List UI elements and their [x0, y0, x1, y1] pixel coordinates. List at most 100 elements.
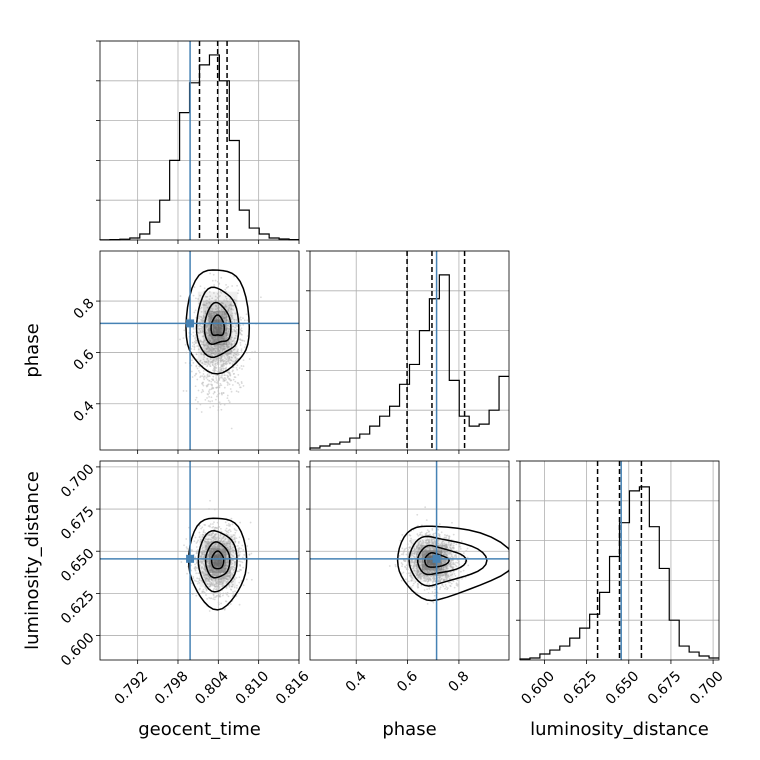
sample-point [190, 370, 193, 373]
sample-point [207, 315, 210, 318]
sample-point [236, 284, 238, 287]
sample-point [242, 584, 245, 587]
sample-point [211, 573, 213, 576]
hist-bin [140, 234, 150, 240]
sample-point [206, 561, 208, 563]
sample-point [209, 571, 212, 574]
hist-bin [429, 299, 439, 450]
sample-point [208, 508, 210, 510]
x-tick-label: 0.6 [394, 668, 421, 695]
sample-point [230, 308, 232, 311]
sample-point [207, 319, 210, 322]
sample-point [208, 372, 211, 375]
sample-point [237, 382, 240, 385]
sample-point [211, 336, 214, 339]
sample-point [219, 290, 222, 293]
sample-point [196, 582, 199, 585]
sample-point [229, 298, 231, 301]
sample-point [462, 552, 465, 555]
sample-point [233, 342, 236, 345]
sample-point [447, 535, 450, 537]
sample-point [404, 559, 407, 562]
sample-point [222, 362, 225, 365]
sample-point [447, 567, 449, 570]
sample-point [452, 570, 455, 573]
sample-point [224, 295, 227, 298]
sample-point [409, 572, 412, 575]
sample-point [207, 383, 210, 386]
sample-point [426, 561, 429, 564]
sample-point [185, 538, 188, 540]
sample-point [222, 378, 225, 381]
sample-point [228, 401, 231, 404]
sample-point [425, 567, 428, 570]
sample-point [237, 391, 240, 393]
sample-point [219, 359, 222, 362]
sample-point [428, 583, 431, 586]
sample-point [223, 299, 226, 302]
sample-point [219, 368, 222, 371]
sample-point [195, 550, 198, 553]
sample-point [439, 543, 442, 546]
sample-point [218, 320, 220, 323]
sample-point [218, 367, 221, 369]
sample-point [202, 358, 205, 361]
sample-point [234, 380, 237, 383]
sample-point [197, 369, 200, 372]
sample-point [236, 552, 239, 555]
hist-bin [160, 200, 170, 240]
sample-point [215, 352, 218, 355]
sample-point [206, 336, 209, 339]
sample-point [421, 546, 423, 549]
sample-point [235, 358, 238, 360]
sample-point [206, 556, 209, 558]
contour-line [185, 269, 251, 375]
sample-point [219, 577, 221, 580]
hist-phase-background [310, 251, 509, 450]
sample-point [437, 566, 440, 569]
sample-point [238, 367, 241, 369]
sample-point [209, 295, 212, 298]
sample-point [204, 579, 207, 582]
sample-point [207, 360, 210, 363]
sample-point [210, 378, 213, 381]
sample-point [195, 559, 198, 562]
sample-point [224, 288, 227, 291]
sample-point [212, 525, 215, 528]
sample-point [240, 329, 243, 332]
sample-point [231, 330, 234, 333]
sample-point [198, 577, 200, 580]
sample-point [210, 551, 213, 554]
sample-point [225, 587, 228, 590]
scatter-geocent_time-phase-frame [99, 250, 300, 451]
sample-point [405, 547, 408, 550]
sample-point [218, 562, 221, 565]
sample-point [233, 537, 236, 539]
sample-point [218, 587, 221, 590]
sample-point [400, 553, 403, 556]
sample-point [235, 324, 238, 327]
sample-point [194, 569, 197, 572]
sample-point [202, 560, 204, 563]
sample-point [456, 561, 459, 564]
sample-point [431, 571, 433, 574]
sample-point [232, 565, 235, 568]
sample-point [444, 543, 447, 546]
y-tick-label: 0.8 [71, 295, 98, 322]
sample-point [201, 381, 204, 384]
sample-point [202, 376, 205, 379]
sample-point [206, 546, 209, 549]
sample-point [208, 562, 211, 565]
sample-point [229, 554, 232, 556]
sample-point [213, 598, 216, 601]
sample-point [406, 572, 409, 575]
sample-point [219, 294, 221, 297]
x-tick-label: 0.625 [561, 668, 601, 708]
sample-point [201, 544, 204, 546]
sample-point [429, 562, 432, 565]
sample-point [421, 553, 424, 556]
sample-point [212, 375, 215, 378]
sample-point [231, 583, 234, 586]
sample-point [193, 540, 196, 543]
sample-point [417, 543, 420, 545]
